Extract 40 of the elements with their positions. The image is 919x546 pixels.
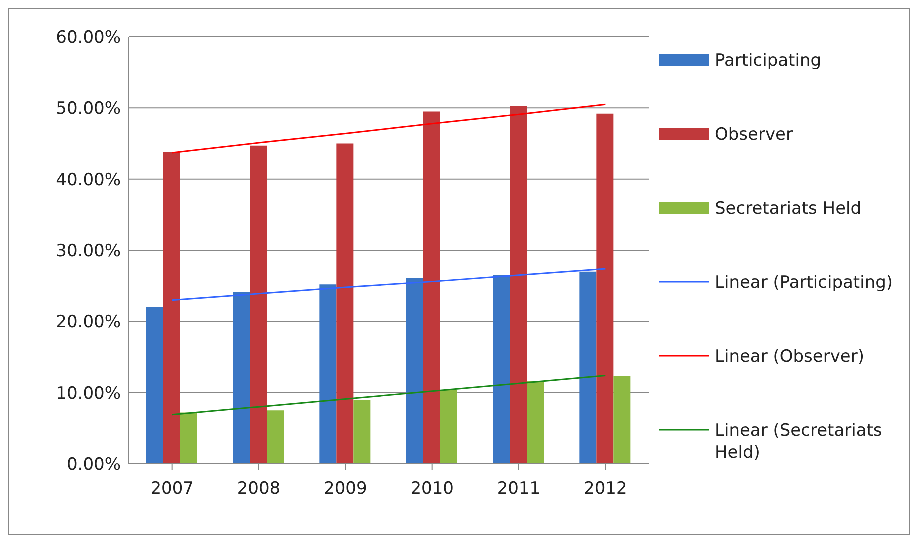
bar (406, 278, 424, 464)
bar (493, 275, 510, 464)
y-tick-label: 10.00% (56, 384, 121, 404)
x-tick-label: 2009 (324, 479, 368, 500)
bar (233, 292, 250, 464)
line-series (172, 268, 606, 302)
bar (614, 376, 631, 464)
bar (267, 410, 284, 464)
bar (180, 412, 198, 464)
legend-label: Linear (Participating) (715, 272, 894, 294)
bar (163, 152, 180, 464)
legend-label: Linear (Observer) (715, 346, 864, 368)
line-series (172, 375, 606, 416)
legend-label: Secretariats Held (715, 198, 862, 220)
y-tick-label: 40.00% (56, 170, 121, 190)
y-tick-label: 30.00% (56, 242, 121, 262)
legend-label: Observer (715, 124, 793, 146)
bar (354, 400, 371, 464)
bar (440, 390, 458, 464)
x-tick-label: 2007 (150, 479, 194, 500)
bar (320, 284, 337, 464)
x-tick-label: 2012 (584, 479, 628, 500)
y-tick-label: 60.00% (56, 28, 121, 48)
bar (510, 106, 527, 464)
x-tick-label: 2010 (410, 479, 454, 500)
bar (336, 144, 354, 464)
bar (527, 381, 544, 464)
x-tick-label: 2008 (237, 479, 281, 500)
y-tick-label: 20.00% (56, 312, 121, 333)
y-tick-label: 50.00% (56, 99, 121, 120)
bar (580, 272, 597, 464)
bar (423, 112, 440, 464)
line-series (172, 104, 606, 154)
legend-label: Linear (Secretariats Held) (715, 420, 884, 464)
bar (146, 307, 164, 464)
y-tick-label: 0.00% (66, 455, 121, 476)
x-tick-label: 2011 (497, 479, 541, 500)
bar (596, 114, 614, 464)
legend-label: Participating (715, 50, 822, 72)
bar (250, 146, 267, 464)
